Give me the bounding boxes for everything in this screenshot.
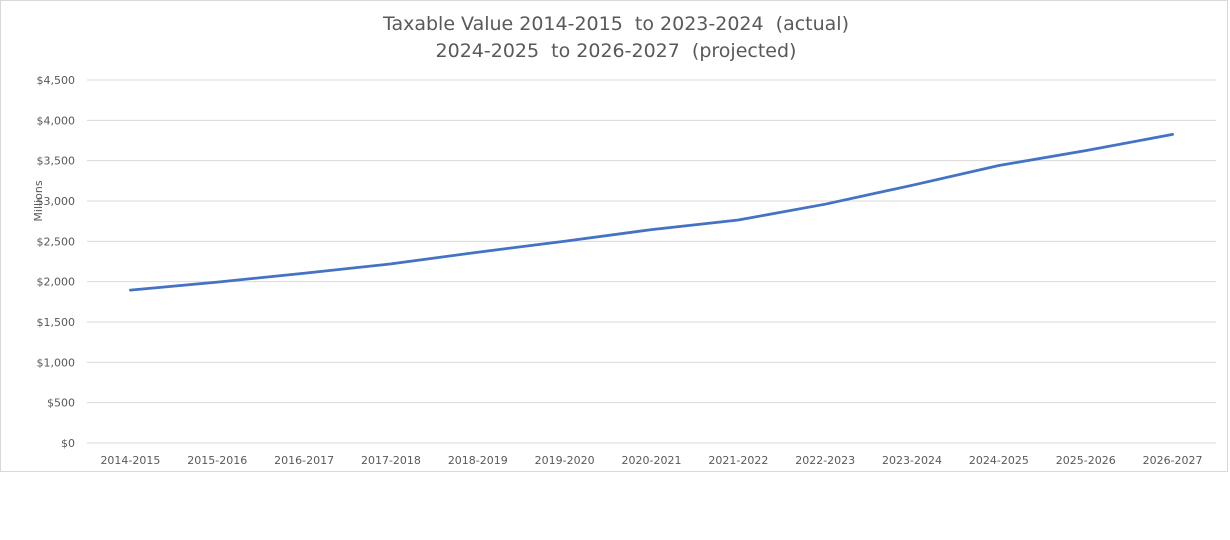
y-tick-label: $4,000 xyxy=(37,114,76,127)
y-tick-label: $2,000 xyxy=(37,276,76,289)
y-tick-label: $3,000 xyxy=(37,195,76,208)
x-tick-label: 2025-2026 xyxy=(1056,454,1116,467)
x-tick-label: 2020-2021 xyxy=(622,454,682,467)
y-tick-label: $500 xyxy=(47,397,75,410)
y-tick-label: $1,000 xyxy=(37,356,76,369)
x-tick-label: 2015-2016 xyxy=(187,454,247,467)
x-tick-label: 2021-2022 xyxy=(708,454,768,467)
y-tick-label: $1,500 xyxy=(37,316,76,329)
y-axis-title: Millions xyxy=(32,180,45,221)
chart-area: Taxable Value 2014-2015 to 2023-2024 (ac… xyxy=(0,0,1228,472)
x-tick-label: 2024-2025 xyxy=(969,454,1029,467)
x-tick-label: 2018-2019 xyxy=(448,454,508,467)
x-tick-label: 2016-2017 xyxy=(274,454,334,467)
chart-plot: $0 $500 $1,000 $1,500 $2,000 $2,500 $3,000 $3,5… xyxy=(32,74,1216,467)
x-tick-label: 2017-2018 xyxy=(361,454,421,467)
chart-title-line2: 2024-2025 to 2026-2027 (projected) xyxy=(435,40,797,62)
y-tick-label: $2,500 xyxy=(37,235,76,248)
x-tick-label: 2022-2023 xyxy=(795,454,855,467)
y-tick-label: $3,500 xyxy=(37,155,76,168)
x-tick-label: 2026-2027 xyxy=(1143,454,1203,467)
chart-title-line1: Taxable Value 2014-2015 to 2023-2024 (ac… xyxy=(382,13,849,35)
y-tick-label: $4,500 xyxy=(37,74,76,87)
x-tick-label: 2014-2015 xyxy=(100,454,160,467)
y-tick-label: $0 xyxy=(61,437,75,450)
x-tick-label: 2023-2024 xyxy=(882,454,942,467)
x-tick-label: 2019-2020 xyxy=(535,454,595,467)
series-line xyxy=(129,133,1174,292)
chart-title: Taxable Value 2014-2015 to 2023-2024 (ac… xyxy=(1,11,1230,65)
